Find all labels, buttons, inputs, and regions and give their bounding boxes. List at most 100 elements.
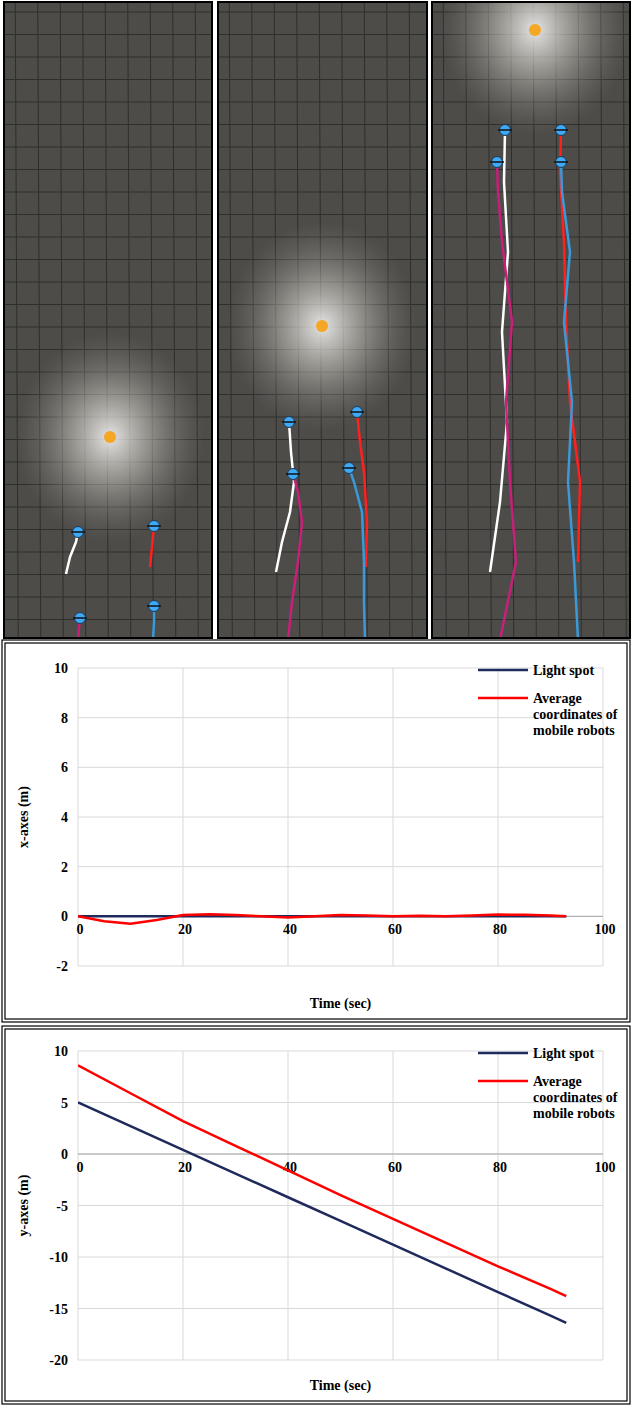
floor-line [218,124,427,125]
y-tick-label: 0 [61,1147,68,1162]
light-spot [104,431,116,443]
y-tick-label: -10 [49,1250,68,1265]
robot-wheels [350,411,364,413]
grid-line [393,668,394,966]
floor-line [173,2,176,638]
sim-content [432,2,630,638]
light-glow [440,2,630,135]
x-tick-label: 20 [178,1160,192,1175]
light-spot [529,24,541,36]
robot-trail [497,162,516,638]
light-spot [316,320,328,332]
floor-line [432,417,630,418]
floor-line [432,619,630,620]
x-tick-label: 60 [388,1160,402,1175]
floor-line [4,34,212,35]
floor-line [83,2,86,638]
robot-trail [150,526,154,567]
legend-swatch [478,1052,528,1055]
chart-frame [5,1029,627,1401]
sim-panel [218,2,427,640]
robot-trail [357,412,367,567]
grid-line [183,1051,184,1360]
floor-line [432,327,630,328]
robot-wheels [554,161,568,163]
floor-line [4,597,212,598]
grid-line [78,668,603,669]
grid-line [78,1051,79,1360]
legend-line: Light spot [533,1046,594,1061]
y-tick-label: -15 [49,1302,68,1317]
floor-line [432,439,630,440]
floor-line [432,192,630,193]
floor-line [432,552,630,553]
floor-line [218,169,427,170]
floor-line [218,214,427,215]
grid-line [78,717,603,718]
robot-wheels [490,161,504,163]
floor-line [4,192,212,193]
robot-trail [561,162,578,638]
series-line [78,914,566,923]
floor-line [432,147,630,148]
robot-wheels [286,473,300,475]
series-line [78,1103,566,1323]
page: -20246810020406080100Time (sec)x-axes (m… [0,0,632,1407]
robot-trail [349,468,365,638]
grid-line [78,817,603,818]
floor-line [4,124,212,125]
floor-line [432,462,630,463]
legend-line: mobile robots [533,723,615,738]
floor-line [15,2,18,638]
floor-line [38,2,41,638]
chart-frame [2,640,630,1022]
grid-line [498,1051,499,1360]
legend-swatch [478,669,528,672]
floor-line [218,529,427,530]
legend-swatch [478,1080,528,1083]
y-tick-label: 10 [54,1044,68,1059]
floor-line [218,552,427,553]
x-tick-label: 80 [493,1160,507,1175]
y-tick-label: -20 [49,1353,68,1368]
floor-line [218,484,427,485]
y-tick-label: -5 [56,1199,68,1214]
floor-line [128,2,131,638]
floor-line [218,507,427,508]
floor [4,2,212,638]
x-tick-label: 100 [595,1160,616,1175]
y-axis-title: y-axes (m) [16,1174,32,1236]
floor [218,2,427,638]
sim-content [4,2,212,638]
floor-line [432,349,630,350]
grid-line [288,668,289,966]
floor-line [195,2,198,638]
floor-line [432,597,630,598]
sim-panel [432,0,630,640]
floor-line [218,439,427,440]
floor-line [218,102,427,103]
floor-line [4,327,212,328]
floor-line [218,462,427,463]
floor-line [4,619,212,620]
floor-line [4,79,212,80]
floor-line [432,259,630,260]
y-tick-label: 2 [61,860,68,875]
y-axis-title: x-axes (m) [16,786,32,848]
robot-wheels [498,129,512,131]
robot-wheels [71,531,85,533]
legend-line: mobile robots [533,1106,615,1121]
robot-trail [66,532,78,574]
legend-label: Light spot [533,1046,594,1061]
floor-line [105,2,108,638]
legend-label: Averagecoordinates ofmobile robots [533,691,618,738]
y-tick-label: 0 [61,909,68,924]
floor-line [432,372,630,373]
series-group [78,1065,566,1323]
grid-line [78,668,79,966]
grid-line [78,767,603,768]
chart: -20246810020406080100Time (sec)x-axes (m… [2,640,630,1022]
legend-line: Light spot [533,663,594,678]
floor-line [218,192,427,193]
robot-trail [276,422,294,572]
